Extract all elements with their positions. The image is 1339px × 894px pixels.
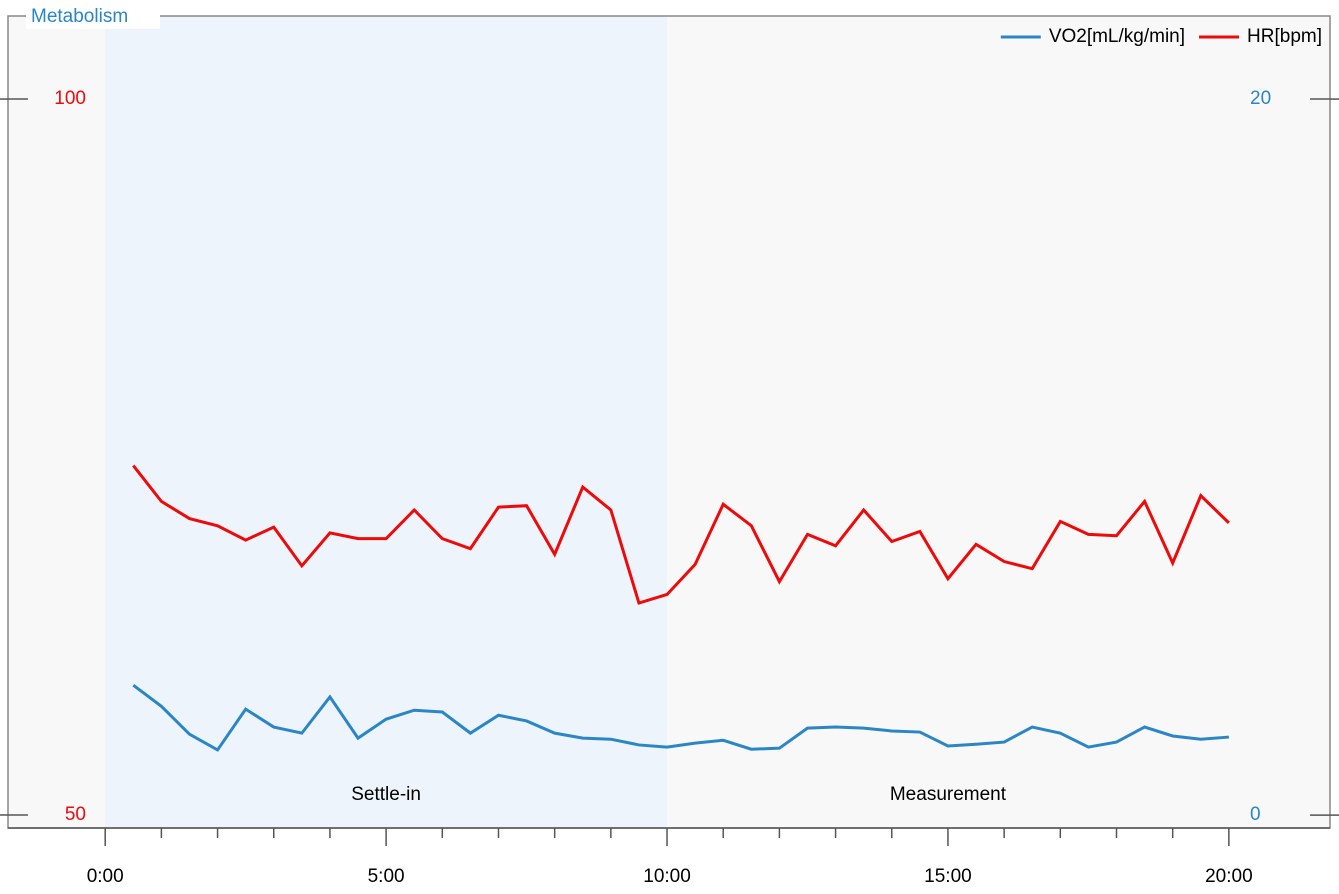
legend-label: VO2[mL/kg/min] — [1049, 26, 1185, 47]
legend-label: HR[bpm] — [1247, 26, 1322, 47]
marks — [132, 464, 1230, 752]
title-backdrop — [26, 5, 160, 29]
regions — [105, 16, 668, 828]
x-tick-label: 10:00 — [643, 866, 691, 887]
region-label: Settle-in — [351, 784, 421, 805]
series-line — [132, 683, 1229, 752]
y-tick-label: 50 — [65, 804, 86, 825]
x-tick-label: 5:00 — [368, 866, 405, 887]
chart-title: Metabolism — [31, 6, 128, 27]
y-tick-label: 100 — [54, 88, 86, 109]
y2-tick-label: 20 — [1250, 88, 1271, 109]
y2-tick-label: 0 — [1250, 804, 1261, 825]
x-tick-label: 15:00 — [924, 866, 972, 887]
x-tick-label: 0:00 — [87, 866, 124, 887]
series-line — [132, 464, 1230, 605]
legend: HR[bpm] VO2[mL/kg/min] — [1000, 26, 1322, 47]
x-tick-label: 20:00 — [1205, 866, 1253, 887]
region — [105, 16, 668, 828]
region-label: Measurement — [890, 784, 1007, 805]
